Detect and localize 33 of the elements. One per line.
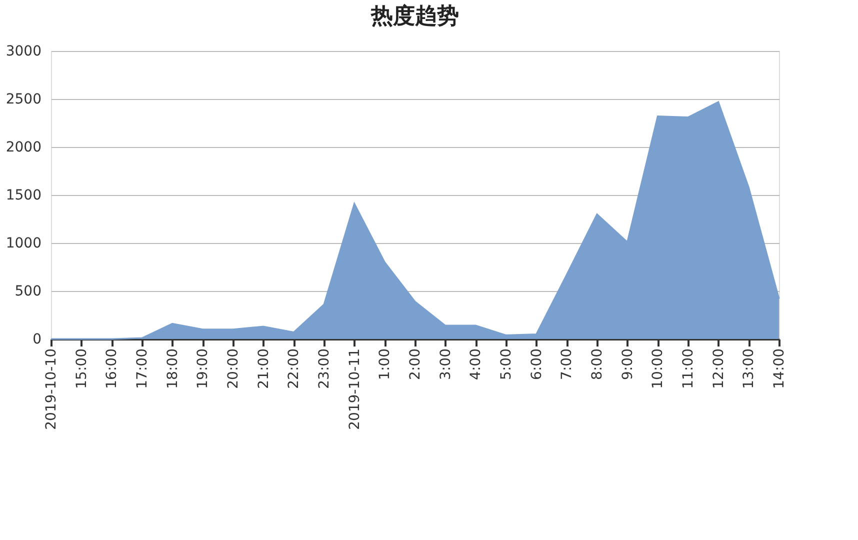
y-tick-label: 500	[14, 284, 42, 300]
y-tick-label: 1000	[6, 236, 42, 252]
x-tick-label: 19:00	[195, 348, 212, 389]
y-tick-label: 0	[32, 332, 42, 348]
x-tick-label: 2:00	[408, 348, 424, 380]
x-tick-label: 5:00	[498, 348, 514, 380]
x-tick-label: 2019-10-11	[346, 348, 363, 430]
y-tick-label: 2000	[6, 140, 42, 156]
x-tick-label: 10:00	[650, 348, 666, 389]
x-tick-label: 8:00	[590, 348, 606, 380]
y-tick-label: 2500	[6, 92, 42, 108]
x-tick-label: 6:00	[528, 348, 545, 380]
x-tick-label: 12:00	[710, 348, 727, 389]
chart-title: 热度趋势	[370, 3, 459, 29]
x-tick-label: 3:00	[438, 348, 454, 380]
x-tick-label: 11:00	[680, 348, 696, 389]
x-tick-label: 14:00	[772, 348, 788, 389]
x-tick-label: 2019-10-10	[44, 348, 60, 430]
x-tick-label: 20:00	[226, 348, 242, 389]
x-tick-label: 1:00	[377, 348, 394, 380]
x-tick-label: 22:00	[286, 348, 302, 389]
y-tick-label: 1500	[6, 188, 42, 204]
x-tick-label: 4:00	[468, 348, 484, 380]
y-tick-label: 3000	[6, 44, 42, 60]
x-tick-label: 9:00	[620, 348, 636, 380]
x-tick-label: 21:00	[256, 348, 272, 389]
x-tick-label: 23:00	[316, 348, 332, 389]
x-tick-label: 18:00	[164, 348, 181, 389]
x-tick-label: 17:00	[134, 348, 150, 389]
x-tick-label: 16:00	[104, 348, 120, 389]
x-tick-label: 15:00	[74, 348, 90, 389]
x-tick-label: 13:00	[741, 348, 758, 389]
x-tick-label: 7:00	[559, 348, 576, 380]
